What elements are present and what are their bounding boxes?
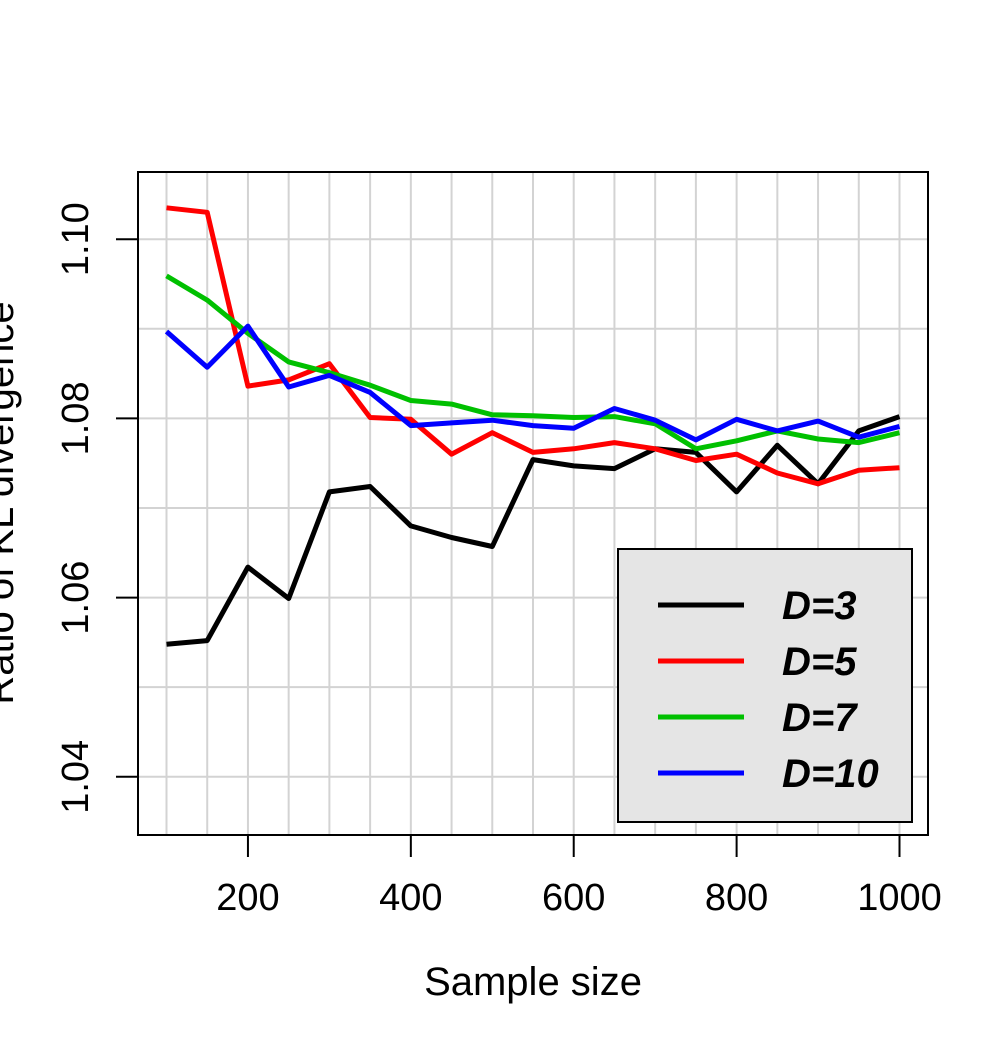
x-tick-label: 1000 <box>857 877 942 919</box>
y-tick-label: 1.10 <box>55 202 97 276</box>
x-tick-label: 800 <box>705 877 768 919</box>
y-tick-label: 1.06 <box>55 561 97 635</box>
legend-box <box>617 548 913 823</box>
axes: 200 400 600 800 1000 1.04 1.06 1.08 1.10 <box>55 202 942 919</box>
legend-label: D=7 <box>782 696 858 740</box>
y-tick-label: 1.08 <box>55 381 97 455</box>
x-axis-label: Sample size <box>424 960 642 1004</box>
x-tick-label: 600 <box>542 877 605 919</box>
x-tick-label: 200 <box>216 877 279 919</box>
series-line-d-10 <box>164 323 901 443</box>
legend: D=3 D=5 D=7 D=10 <box>617 548 913 823</box>
series-line-d-3 <box>166 414 901 647</box>
legend-label: D=3 <box>782 584 857 628</box>
x-tick-label: 400 <box>379 877 442 919</box>
y-axis-label: Ratio of KL divergence <box>0 301 22 704</box>
series-lines <box>164 205 901 647</box>
y-tick-label: 1.04 <box>55 740 97 814</box>
legend-label: D=5 <box>782 640 857 684</box>
series-line-d-5 <box>166 205 900 487</box>
legend-label: D=10 <box>782 752 879 796</box>
